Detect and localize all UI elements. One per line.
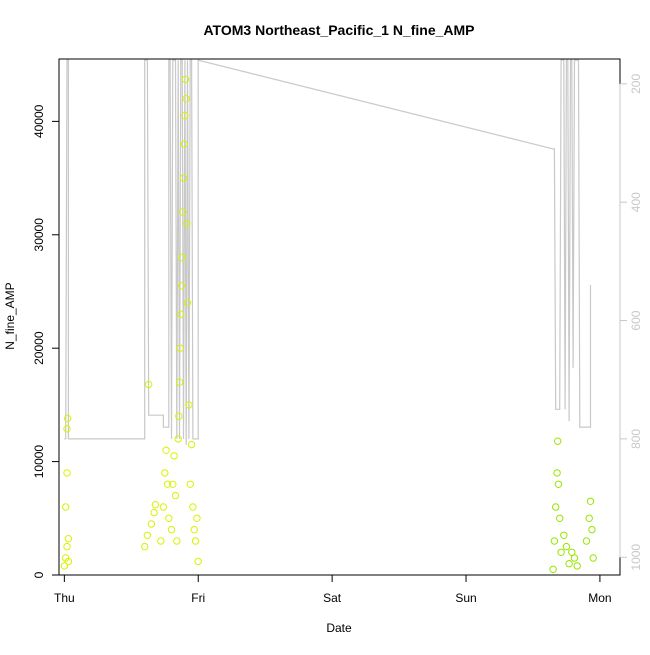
data-point — [145, 380, 153, 389]
data-point — [171, 491, 180, 500]
data-point — [180, 140, 188, 148]
data-point — [179, 174, 188, 182]
x-tick-label: Sun — [455, 591, 476, 605]
data-point — [157, 537, 165, 545]
data-point — [554, 437, 562, 445]
plot-inner — [60, 59, 597, 573]
y2-tick-label: 400 — [629, 192, 643, 212]
chart-title: ATOM3 Northeast_Pacific_1 N_fine_AMP — [203, 22, 474, 38]
data-point — [586, 497, 595, 505]
data-point — [163, 480, 172, 488]
y2-tick-label: 1000 — [629, 544, 643, 571]
data-point — [167, 525, 176, 534]
x-tick-label: Mon — [588, 591, 611, 605]
data-point — [159, 503, 168, 511]
data-point — [177, 282, 186, 290]
y-tick-label: 30000 — [32, 218, 46, 252]
y-tick-label: 0 — [32, 571, 46, 578]
plot-layer — [60, 59, 597, 573]
data-point — [185, 401, 193, 409]
data-point — [176, 344, 184, 352]
data-point — [553, 469, 561, 477]
y-axis-label: N_fine_AMP — [3, 282, 17, 349]
y-tick-label: 10000 — [32, 445, 46, 479]
data-point — [175, 378, 184, 386]
data-point — [63, 542, 71, 551]
data-point — [61, 503, 70, 511]
data-point — [174, 435, 182, 443]
data-point — [582, 537, 591, 545]
data-point — [557, 548, 565, 556]
data-point — [63, 425, 71, 433]
x-tick-label: Thu — [54, 591, 75, 605]
data-point — [550, 537, 559, 545]
data-point — [194, 557, 202, 566]
data-point — [143, 531, 152, 539]
data-point — [169, 480, 177, 488]
x-axis-label: Date — [326, 621, 352, 635]
data-point — [193, 514, 201, 522]
data-point — [177, 310, 185, 318]
data-point — [186, 480, 194, 488]
x-tick-label: Fri — [191, 591, 205, 605]
data-point — [178, 253, 186, 262]
data-point — [179, 208, 187, 216]
data-point — [64, 557, 73, 566]
data-point — [565, 560, 573, 568]
data-point — [549, 565, 557, 573]
data-point — [183, 299, 192, 307]
data-point — [182, 95, 190, 103]
y-tick-label: 20000 — [32, 331, 46, 365]
data-point — [165, 514, 173, 522]
data-point — [63, 469, 71, 477]
axes-layer: Thu Fri Sat Sun Mon 0 10000 20000 30000 40000 200 4… — [32, 74, 643, 605]
y2-tick-label: 800 — [629, 429, 643, 449]
data-point — [554, 480, 563, 488]
data-point — [191, 537, 200, 545]
y-tick-label: 40000 — [32, 104, 46, 138]
data-point — [141, 542, 149, 551]
data-point — [181, 112, 189, 120]
data-point — [560, 531, 568, 539]
data-point — [161, 469, 169, 477]
data-point — [570, 554, 579, 562]
data-point — [150, 508, 158, 517]
data-point — [556, 514, 564, 522]
data-point — [64, 414, 72, 423]
data-point — [585, 514, 593, 522]
data-point — [175, 412, 183, 420]
data-point — [183, 219, 191, 228]
data-point — [589, 554, 597, 562]
data-point — [60, 562, 69, 570]
data-point — [187, 440, 196, 449]
data-point — [552, 503, 560, 511]
data-point — [170, 452, 178, 460]
data-point — [573, 562, 581, 570]
data-point — [162, 446, 170, 454]
y2-tick-label: 600 — [629, 310, 643, 330]
data-point — [181, 75, 190, 84]
depth-trace-line — [64, 59, 592, 445]
data-point — [173, 537, 181, 545]
data-point — [562, 542, 571, 551]
data-point — [588, 525, 596, 534]
y2-tick-label: 200 — [629, 74, 643, 94]
data-point — [189, 503, 197, 511]
data-point — [64, 535, 73, 543]
data-point — [190, 525, 198, 534]
data-point — [147, 520, 156, 528]
data-point — [151, 501, 160, 509]
x-tick-label: Sat — [323, 591, 342, 605]
